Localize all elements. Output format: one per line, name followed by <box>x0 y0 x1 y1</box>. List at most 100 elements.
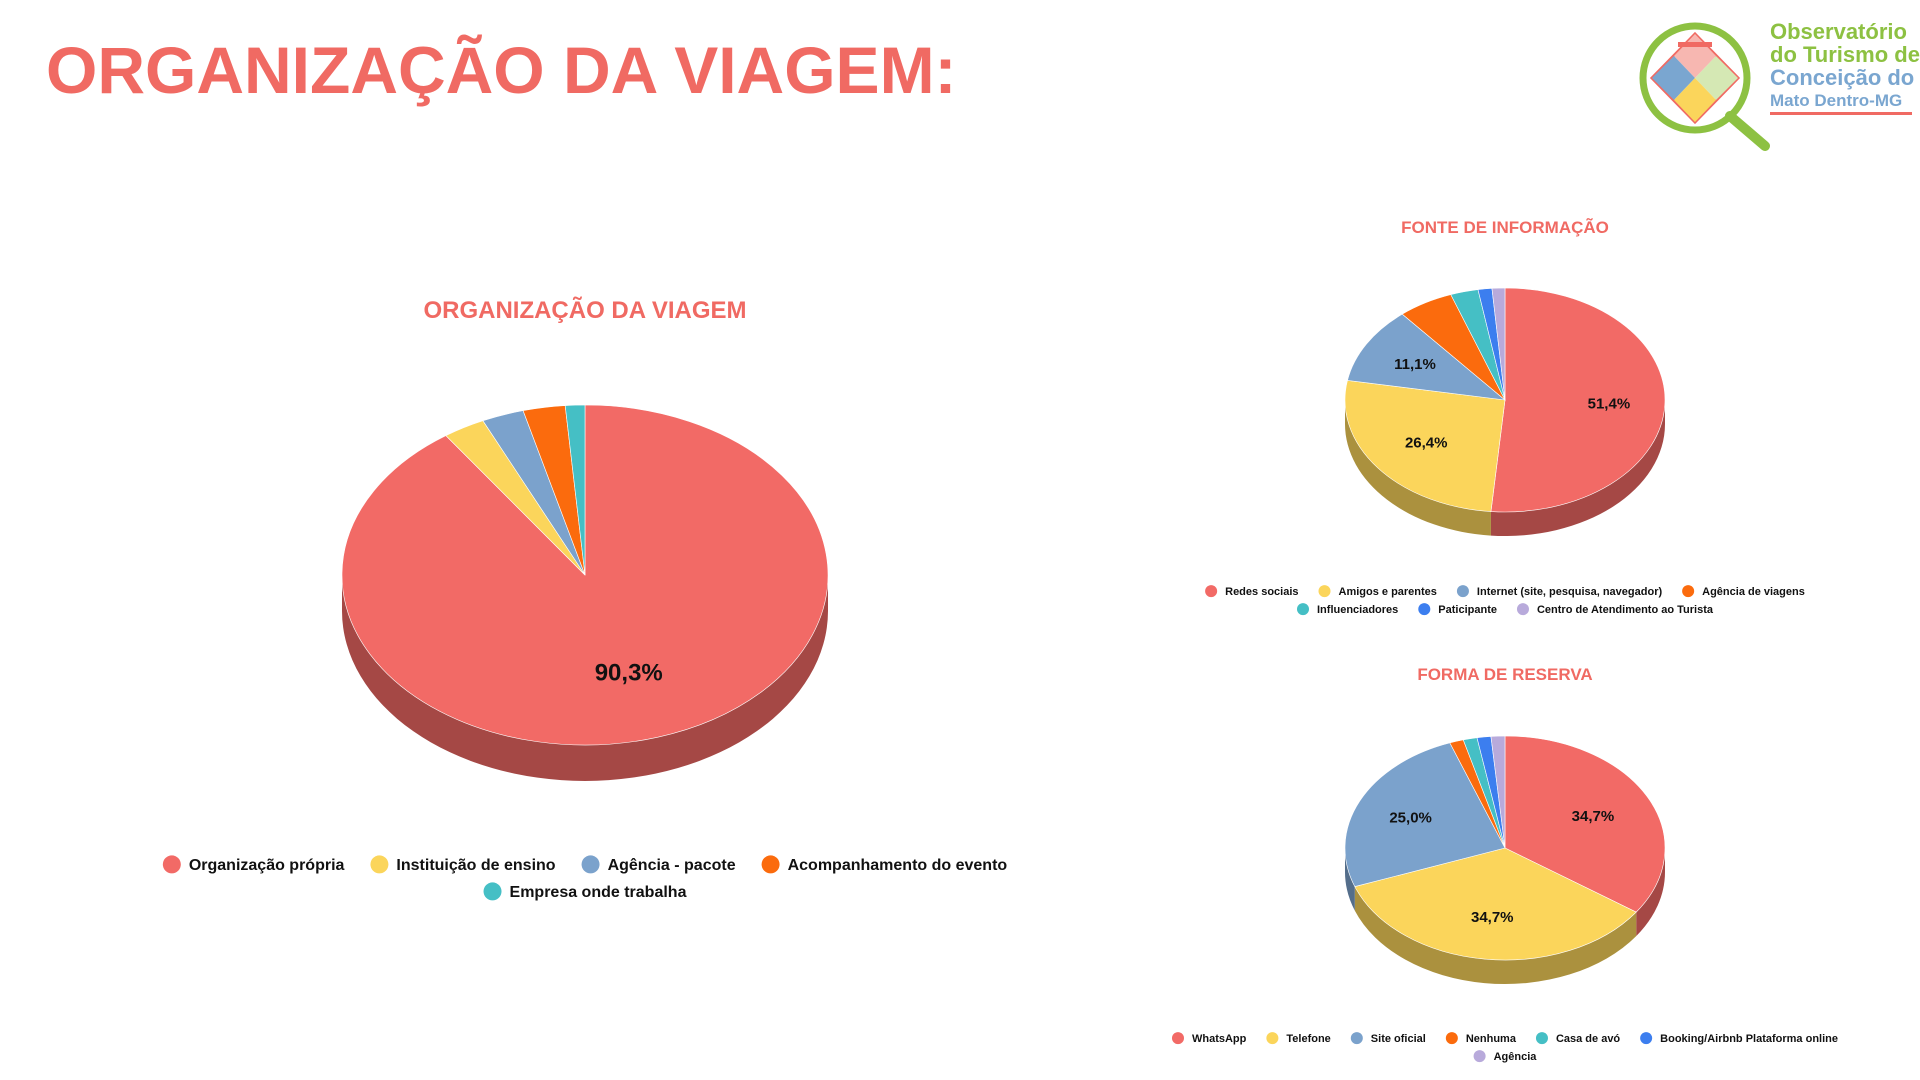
legend-label: Agência de viagens <box>1702 586 1805 598</box>
legend-swatch <box>1171 1032 1184 1045</box>
legend-item-influenciadores: Influenciadores <box>1297 603 1398 616</box>
legend-label: Telefone <box>1286 1033 1330 1045</box>
pie-slice-redes-sociais <box>1490 287 1666 513</box>
data-label-internet-site-pesquisa-navegador: 11,1% <box>1394 356 1436 373</box>
pie-slice-amigos-e-parentes <box>1344 380 1506 512</box>
observatorio-logo <box>1630 16 1920 156</box>
logo-line-1: Observatório <box>1770 19 1907 44</box>
legend-item-internet-site-pesquisa-navegador: Internet (site, pesquisa, navegador) <box>1456 585 1663 598</box>
chart-legend: Redes sociais Amigos e parentes Internet (… <box>1205 585 1805 616</box>
pie-slice-empresa-onde-trabalha <box>564 404 586 576</box>
legend-label: Instituição de ensino <box>396 857 555 874</box>
legend-swatch <box>483 882 502 901</box>
legend-item-redes-sociais: Redes sociais <box>1205 585 1299 598</box>
legend-label: Acompanhamento do evento <box>788 857 1008 874</box>
pie-side-redes-sociais <box>1490 400 1665 536</box>
logo-text: Observatório do Turismo de Conceição do … <box>1770 20 1920 115</box>
legend-swatch <box>1640 1032 1653 1045</box>
legend-item-empresa-onde-trabalha: Empresa onde trabalha <box>483 882 687 901</box>
legend-item-organizacao-propria: Organização própria <box>162 855 345 874</box>
legend-label: Empresa onde trabalha <box>510 884 687 901</box>
legend-label: Centro de Atendimento ao Turista <box>1537 604 1714 616</box>
data-label-whatsapp: 34,7% <box>1572 808 1615 825</box>
legend-label: Casa de avó <box>1556 1033 1620 1045</box>
legend-swatch <box>761 855 780 874</box>
legend-swatch <box>1318 585 1331 598</box>
legend-item-agencia-de-viagens: Agência de viagens <box>1682 585 1805 598</box>
legend-swatch <box>1297 603 1309 616</box>
logo-line-2: do Turismo de <box>1770 42 1920 67</box>
page-title: ORGANIZAÇÃO DA VIAGEM: <box>46 33 957 107</box>
chart-title: FONTE DE INFORMAÇÃO <box>1401 217 1609 237</box>
pie-side-telefone <box>1354 886 1637 984</box>
legend-label: Organização própria <box>189 857 345 874</box>
legend-swatch <box>162 855 181 874</box>
legend-item-agencia-pacote: Agência - pacote <box>581 855 736 874</box>
pie-slice-whatsapp <box>1504 735 1666 913</box>
pie-side-whatsapp <box>1636 848 1665 937</box>
legend-label: Internet (site, pesquisa, navegador) <box>1477 586 1663 598</box>
pie-chart-organizacao-da-viagem: 90,3% ORGANIZAÇÃO DA VIAGEM Organização pr… <box>162 296 1008 901</box>
legend-swatch <box>1456 585 1469 598</box>
legend-swatch <box>1418 603 1431 616</box>
legend-label: Paticipante <box>1438 604 1497 616</box>
legend-item-site-oficial: Site oficial <box>1350 1032 1426 1045</box>
legend-swatch <box>1682 585 1695 598</box>
legend-item-paticipante: Paticipante <box>1418 603 1497 616</box>
chart-title: FORMA DE RESERVA <box>1417 665 1592 684</box>
logo-line-3: Conceição do <box>1770 65 1915 90</box>
legend-label: WhatsApp <box>1192 1033 1247 1045</box>
logo-line-4: Mato Dentro-MG <box>1770 89 1912 115</box>
pie-chart-forma-de-reserva: 34,7% 34,7% 25,0% FORMA DE RESERVA WhatsApp T… <box>1171 665 1838 1063</box>
legend-label: Agência <box>1494 1051 1538 1063</box>
chart-legend: Organização própria Instituição de ensino… <box>162 855 1008 901</box>
legend-item-agencia: Agência <box>1473 1050 1538 1063</box>
legend-swatch <box>1473 1050 1486 1063</box>
pie-side-amigos-e-parentes <box>1345 400 1491 536</box>
magnifier-logo-icon <box>1639 22 1770 151</box>
legend-swatch <box>370 855 389 874</box>
pie-slice-telefone <box>1354 847 1637 961</box>
legend-label: Booking/Airbnb Plataforma online <box>1660 1033 1838 1045</box>
data-label-redes-sociais: 51,4% <box>1588 395 1631 412</box>
data-label-site-oficial: 25,0% <box>1389 810 1432 827</box>
pie-chart-fonte-de-informacao: 51,4% 26,4% 11,1% FONTE DE INFORMAÇÃO Redes … <box>1205 217 1805 616</box>
legend-swatch <box>1445 1032 1458 1045</box>
legend-item-whatsapp: WhatsApp <box>1171 1032 1247 1045</box>
legend-swatch <box>1266 1032 1279 1045</box>
legend-swatch <box>1516 603 1529 616</box>
chart-title: ORGANIZAÇÃO DA VIAGEM <box>423 296 746 324</box>
legend-item-amigos-e-parentes: Amigos e parentes <box>1318 585 1437 598</box>
chart-legend: WhatsApp Telefone Site oficial Nenhuma Casa … <box>1171 1032 1838 1063</box>
data-label-amigos-e-parentes: 26,4% <box>1405 434 1448 451</box>
legend-swatch <box>1350 1032 1363 1045</box>
legend-item-booking-airbnb-plataforma-online: Booking/Airbnb Plataforma online <box>1640 1032 1838 1045</box>
legend-label: Agência - pacote <box>608 857 736 874</box>
legend-label: Influenciadores <box>1317 604 1398 616</box>
data-label-telefone: 34,7% <box>1471 909 1514 926</box>
legend-label: Amigos e parentes <box>1339 586 1437 598</box>
legend-swatch <box>1535 1032 1548 1045</box>
pie-depth <box>342 575 828 781</box>
legend-label: Site oficial <box>1371 1033 1426 1045</box>
legend-item-centro-de-atendimento-ao-turista: Centro de Atendimento ao Turista <box>1516 603 1714 616</box>
pie-depth <box>1345 848 1665 984</box>
legend-swatch <box>1205 585 1218 598</box>
pie-slice-internet-site-pesquisa-navegador <box>1347 313 1506 401</box>
pie-slice-site-oficial <box>1344 742 1506 887</box>
pie-depth <box>1345 400 1665 536</box>
pie-slice-agencia <box>1490 735 1506 849</box>
legend-swatch <box>581 855 600 874</box>
legend-item-instituicao-de-ensino: Instituição de ensino <box>370 855 556 874</box>
pie-slice-centro-de-atendimento-ao-turista <box>1491 287 1506 401</box>
legend-item-casa-de-avo: Casa de avó <box>1535 1032 1620 1045</box>
pie-side-organizacao-propria <box>342 575 828 781</box>
legend-item-telefone: Telefone <box>1266 1032 1331 1045</box>
legend-label: Nenhuma <box>1466 1033 1517 1045</box>
legend-item-acompanhamento-do-evento: Acompanhamento do evento <box>761 855 1008 874</box>
legend-label: Redes sociais <box>1225 586 1298 598</box>
data-label-organizacao-propria: 90,3% <box>595 660 663 687</box>
pie-side-site-oficial <box>1345 848 1355 911</box>
legend-item-nenhuma: Nenhuma <box>1445 1032 1517 1045</box>
